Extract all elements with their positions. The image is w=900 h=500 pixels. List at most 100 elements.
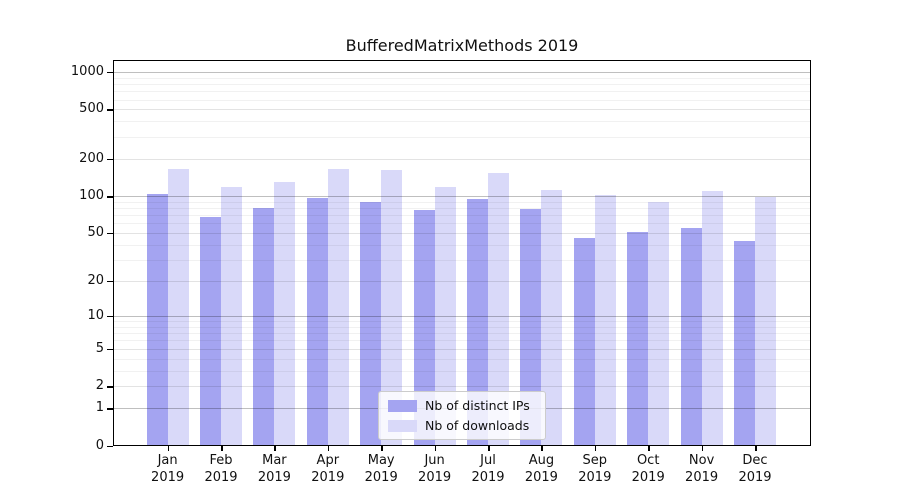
x-tick-label-oct: Oct 2019 xyxy=(631,453,665,485)
bar-nb-of-distinct-ips-feb xyxy=(200,217,221,446)
y-tick-2 xyxy=(107,386,113,388)
x-tick-jul xyxy=(488,446,490,451)
plot-area: Nb of distinct IPs Nb of downloads xyxy=(113,60,811,446)
x-tick-label-mar: Mar 2019 xyxy=(257,453,291,485)
y-tick-label-500: 500 xyxy=(79,101,104,117)
bar-nb-of-distinct-ips-dec xyxy=(734,241,755,446)
gridline-1000 xyxy=(113,71,811,73)
gridline-4 xyxy=(113,358,811,360)
y-tick-10 xyxy=(107,315,113,318)
gridline-30 xyxy=(113,259,811,261)
bar-nb-of-downloads-jan xyxy=(167,168,189,446)
gridline-70 xyxy=(113,215,811,216)
gridline-3 xyxy=(113,370,811,372)
bar-nb-of-distinct-ips-mar xyxy=(253,208,275,446)
x-tick-nov xyxy=(701,446,704,451)
x-tick-feb xyxy=(221,446,223,451)
legend-swatch-downloads xyxy=(388,419,417,432)
x-tick-label-feb: Feb 2019 xyxy=(204,453,238,485)
x-tick-jan xyxy=(167,446,170,451)
bar-nb-of-downloads-feb xyxy=(221,186,242,446)
y-tick-1000 xyxy=(107,71,113,74)
bar-nb-of-distinct-ips-aug xyxy=(520,209,542,446)
gridline-40 xyxy=(113,244,811,246)
gridline-50 xyxy=(113,232,811,234)
y-tick-label-100: 100 xyxy=(79,188,104,203)
gridline-300 xyxy=(113,136,811,138)
gridline-700 xyxy=(113,91,811,93)
y-tick-label-200: 200 xyxy=(79,150,104,166)
gridline-60 xyxy=(113,223,811,225)
y-tick-100 xyxy=(107,196,113,198)
y-tick-0 xyxy=(107,445,113,447)
legend-row-distinct-ips: Nb of distinct IPs xyxy=(388,398,535,413)
legend-row-downloads: Nb of downloads xyxy=(388,418,535,433)
x-tick-aug xyxy=(541,446,543,451)
gridline-6 xyxy=(113,340,811,342)
gridline-100 xyxy=(113,196,811,197)
bar-nb-of-distinct-ips-may xyxy=(360,202,382,446)
bar-nb-of-downloads-aug xyxy=(541,190,563,446)
gridline-5 xyxy=(113,348,811,350)
x-tick-label-jun: Jun 2019 xyxy=(418,453,452,485)
y-tick-1 xyxy=(107,408,113,410)
x-tick-apr xyxy=(327,446,330,451)
gridline-400 xyxy=(113,121,811,123)
gridline-10 xyxy=(113,315,811,317)
y-tick-500 xyxy=(107,109,113,111)
bar-nb-of-distinct-ips-jun xyxy=(413,209,435,446)
gridline-7 xyxy=(113,333,811,335)
gridline-600 xyxy=(113,99,811,101)
bar-nb-of-downloads-nov xyxy=(701,191,723,446)
y-tick-label-0: 0 xyxy=(95,437,104,453)
x-tick-jun xyxy=(434,446,437,451)
bar-nb-of-distinct-ips-sep xyxy=(573,237,595,446)
y-axis: 0 1 2 5 10 20 50 100 200 500 1000 xyxy=(0,60,104,453)
legend-label-downloads: Nb of downloads xyxy=(425,418,530,433)
chart-title: BufferedMatrixMethods 2019 xyxy=(345,36,579,55)
gridline-20 xyxy=(113,280,811,282)
gridline-8 xyxy=(113,326,811,328)
legend-swatch-distinct-ips xyxy=(388,399,417,412)
gridline-500 xyxy=(113,109,811,111)
x-tick-label-aug: Aug 2019 xyxy=(524,453,558,485)
y-tick-label-5: 5 xyxy=(95,340,104,356)
legend: Nb of distinct IPs Nb of downloads xyxy=(378,391,546,440)
gridline-800 xyxy=(113,84,811,85)
x-tick-label-may: May 2019 xyxy=(364,453,398,485)
legend-label-distinct-ips: Nb of distinct IPs xyxy=(425,398,530,413)
bar-nb-of-downloads-apr xyxy=(327,168,349,446)
bar-nb-of-downloads-oct xyxy=(648,201,670,446)
y-tick-label-20: 20 xyxy=(87,272,104,288)
y-tick-label-50: 50 xyxy=(87,224,104,240)
x-tick-label-apr: Apr 2019 xyxy=(311,453,345,485)
gridline-80 xyxy=(113,207,811,209)
bar-nb-of-downloads-jul xyxy=(488,173,509,446)
y-tick-label-1000: 1000 xyxy=(70,63,104,79)
bar-nb-of-downloads-dec xyxy=(755,196,776,446)
bar-nb-of-downloads-may xyxy=(381,169,403,446)
gridline-900 xyxy=(113,77,811,79)
bar-nb-of-downloads-sep xyxy=(594,194,616,446)
x-tick-label-sep: Sep 2019 xyxy=(578,453,612,485)
x-tick-mar xyxy=(274,446,276,451)
y-tick-label-1: 1 xyxy=(95,400,104,415)
x-tick-may xyxy=(381,446,383,451)
bar-nb-of-distinct-ips-jan xyxy=(146,193,168,446)
x-tick-dec xyxy=(755,446,757,451)
y-tick-20 xyxy=(107,280,113,283)
bar-nb-of-distinct-ips-nov xyxy=(680,228,702,446)
bar-nb-of-downloads-mar xyxy=(274,182,296,446)
gridline-90 xyxy=(113,201,811,203)
x-tick-label-dec: Dec 2019 xyxy=(738,453,772,485)
y-tick-label-10: 10 xyxy=(87,307,104,323)
gridline-9 xyxy=(113,321,811,322)
bar-nb-of-distinct-ips-oct xyxy=(627,232,649,446)
x-tick-label-nov: Nov 2019 xyxy=(685,453,719,485)
x-tick-label-jul: Jul 2019 xyxy=(471,453,505,485)
bar-nb-of-downloads-jun xyxy=(434,187,456,446)
x-tick-sep xyxy=(594,446,597,451)
gridline-200 xyxy=(113,158,811,160)
y-tick-200 xyxy=(107,158,113,161)
